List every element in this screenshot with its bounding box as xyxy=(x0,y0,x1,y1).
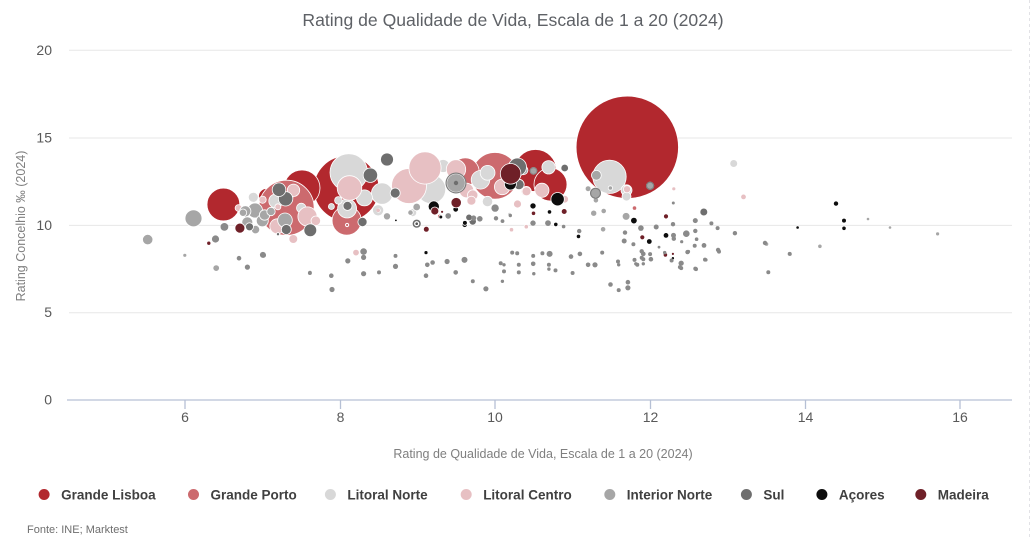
svg-text:6: 6 xyxy=(181,409,189,425)
svg-text:Rating de Qualidade de Vida, E: Rating de Qualidade de Vida, Escala de 1… xyxy=(393,447,692,461)
svg-text:Interior Norte: Interior Norte xyxy=(627,488,713,503)
svg-text:20: 20 xyxy=(36,42,52,58)
svg-text:Grande Porto: Grande Porto xyxy=(211,488,297,503)
svg-text:8: 8 xyxy=(337,409,345,425)
svg-text:0: 0 xyxy=(44,392,52,408)
svg-text:15: 15 xyxy=(36,130,52,146)
svg-text:Rating de Qualidade de Vida, E: Rating de Qualidade de Vida, Escala de 1… xyxy=(302,10,723,30)
svg-text:Madeira: Madeira xyxy=(938,488,990,503)
svg-text:5: 5 xyxy=(44,304,52,320)
svg-text:Rating Concelhio ‰ (2024): Rating Concelhio ‰ (2024) xyxy=(14,151,28,302)
svg-text:12: 12 xyxy=(643,409,659,425)
svg-text:10: 10 xyxy=(487,409,503,425)
svg-text:Litoral Norte: Litoral Norte xyxy=(347,488,428,503)
svg-text:16: 16 xyxy=(952,409,968,425)
svg-text:Sul: Sul xyxy=(763,488,784,503)
svg-text:Litoral Centro: Litoral Centro xyxy=(483,488,572,503)
svg-text:Açores: Açores xyxy=(839,488,885,503)
svg-text:Grande Lisboa: Grande Lisboa xyxy=(61,488,156,503)
svg-text:14: 14 xyxy=(798,409,814,425)
svg-text:Fonte: INE; Marktest: Fonte: INE; Marktest xyxy=(27,524,128,536)
svg-text:10: 10 xyxy=(36,217,52,233)
